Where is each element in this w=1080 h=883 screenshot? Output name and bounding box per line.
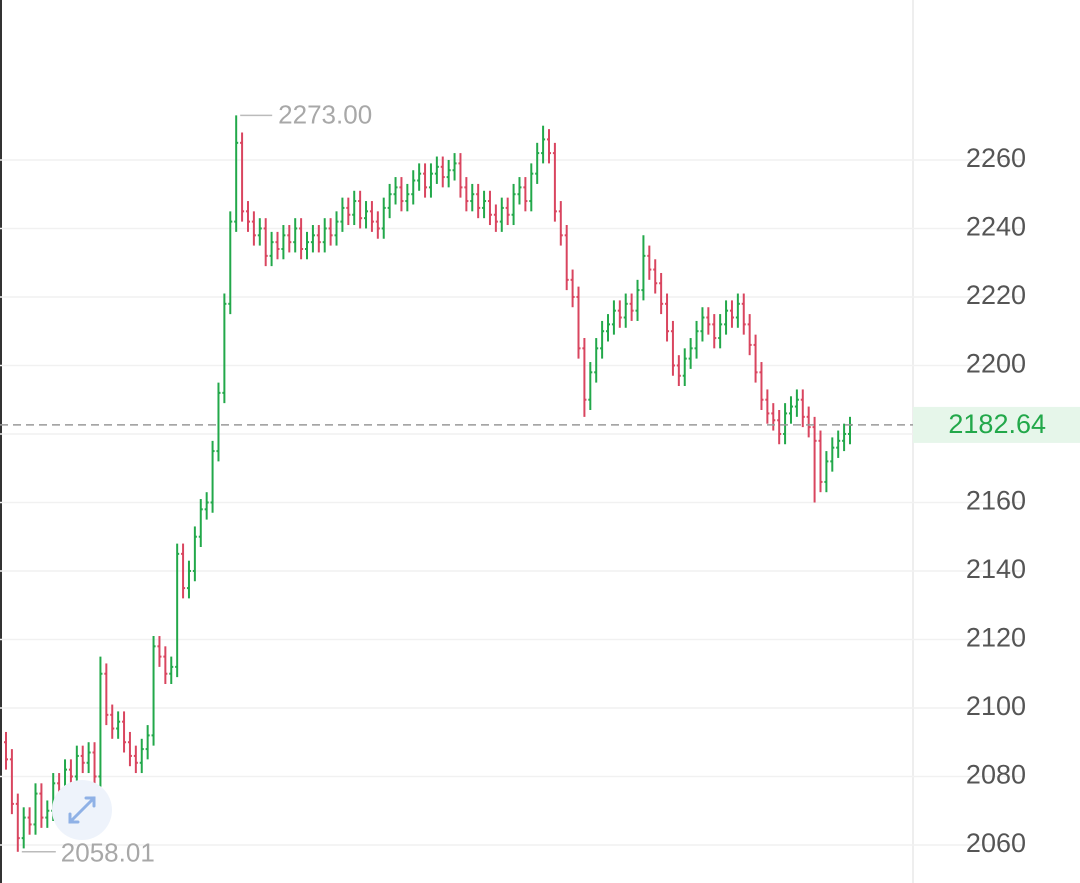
last-price-label: 2182.64 — [948, 409, 1046, 439]
expand-icon — [68, 796, 96, 824]
y-tick-label: 2140 — [966, 554, 1026, 584]
y-tick-label: 2220 — [966, 280, 1026, 310]
overlay: 2273.00 2058.01 2182.64 — [0, 99, 1080, 868]
min-label: 2058.01 — [61, 838, 155, 868]
y-tick-label: 2100 — [966, 691, 1026, 721]
last-price-tag — [913, 406, 1080, 443]
grid: 2060208021002120214021602180220022202240… — [0, 143, 1026, 858]
y-tick-label: 2060 — [966, 828, 1026, 858]
y-tick-label: 2240 — [966, 212, 1026, 242]
y-tick-label: 2160 — [966, 486, 1026, 516]
bars — [4, 115, 852, 852]
y-tick-label: 2260 — [966, 143, 1026, 173]
max-label: 2273.00 — [278, 99, 372, 129]
y-tick-label: 2120 — [966, 623, 1026, 653]
expand-button[interactable] — [52, 780, 112, 840]
y-tick-label: 2200 — [966, 349, 1026, 379]
y-tick-label: 2080 — [966, 760, 1026, 790]
